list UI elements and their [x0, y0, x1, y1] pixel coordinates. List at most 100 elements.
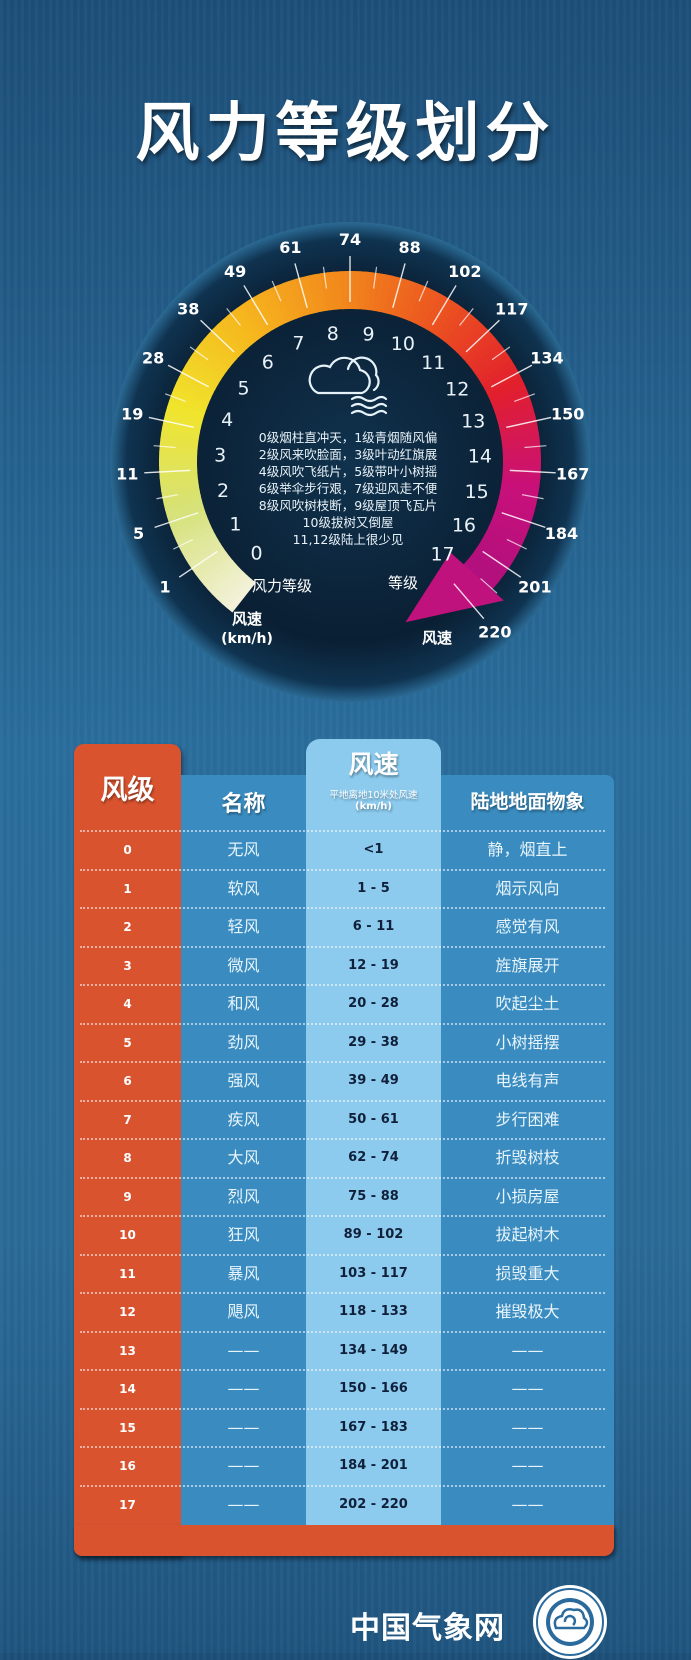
gauge-major-tick: [148, 416, 194, 429]
gauge-arc-segment: [165, 500, 204, 518]
gauge-arc-segment: [456, 324, 489, 357]
gauge-arc-segment: [184, 538, 221, 565]
gauge-arc-segment: [163, 495, 203, 511]
gauge-arc-segment: [166, 505, 206, 524]
gauge-major-tick: [453, 583, 485, 620]
phenomenon-cell: 烟示风向: [495, 878, 560, 898]
gauge-arc-segment: [160, 479, 199, 492]
level-cell: 0: [123, 843, 132, 857]
gauge-arc-segment: [173, 382, 212, 404]
gauge-level-label: 1: [229, 513, 241, 535]
gauge-speed-label-left: 风速: [232, 610, 262, 628]
gauge-speed-label: 61: [279, 238, 301, 257]
gauge-level-label: 4: [221, 409, 233, 431]
site-name: 中国气象网: [350, 1611, 505, 1646]
gauge-speed-label: 38: [177, 299, 199, 318]
table-row: 15 —— 167 - 183 ——: [74, 1409, 614, 1447]
gauge-arc-segment: [476, 354, 513, 381]
gauge-major-tick: [178, 550, 218, 578]
gauge-speed-label: 49: [224, 262, 246, 281]
gauge-arc-segment: [175, 524, 214, 548]
gauge-major-tick: [144, 469, 191, 474]
cma-logo: [533, 1585, 607, 1659]
gauge-arc-segment: [357, 271, 368, 310]
gauge-arc-segment: [500, 485, 539, 499]
gauge-arc-segment: [502, 451, 541, 461]
gauge-major-tick: [200, 319, 235, 353]
gauge-arc-segment: [207, 564, 241, 596]
gauge-arc-segment: [494, 400, 534, 420]
gauge-arc-segment: [221, 315, 253, 349]
gauge-arc-segment: [170, 515, 209, 536]
gauge-major-tick: [506, 416, 552, 429]
level-cell: 13: [119, 1343, 136, 1358]
gauge-arc-segment: [473, 348, 509, 377]
gauge-arc-segment: [491, 388, 530, 410]
gauge-arc-segment: [276, 282, 298, 321]
gauge-level-label: 12: [445, 379, 469, 401]
level-cell: 5: [123, 1035, 132, 1050]
gauge-level-label: 3: [214, 444, 226, 466]
gauge-arc-segment: [203, 560, 237, 591]
gauge-arc-segment: [163, 412, 203, 429]
row-divider: [80, 945, 605, 948]
name-cell: 微风: [227, 955, 260, 975]
table-row: 5 劲风 29 - 38 小树摇摆: [74, 1024, 614, 1062]
table-row: 11 暴风 103 - 117 损毁重大: [74, 1255, 614, 1293]
gauge-arc-segment: [253, 293, 278, 331]
gauge-arc-segment: [378, 274, 394, 313]
gauge-arc-segment: [216, 319, 249, 353]
gauge-arc-segment: [212, 567, 244, 600]
gauge-level-label-right: 等级: [388, 574, 418, 592]
gauge-major-tick: [392, 263, 406, 309]
phenomenon-cell: 电线有声: [495, 1071, 560, 1090]
gauge-speed-label: 134: [530, 348, 563, 367]
speed-cell: 103 - 117: [339, 1265, 408, 1281]
table-row: 7 疾风 50 - 61 步行困难: [74, 1101, 614, 1139]
speed-cell: 184 - 201: [339, 1458, 408, 1473]
row-divider: [80, 1099, 605, 1102]
gauge-arc-segment: [501, 432, 540, 445]
header-speed-subtitle: 平地离地10米处风速: [329, 790, 418, 801]
table-row: 16 —— 184 - 201 ——: [74, 1447, 614, 1485]
header-speed-unit: (km/h): [355, 801, 392, 812]
phenomenon-cell: ——: [511, 1379, 544, 1398]
gauge-arc-segment: [162, 489, 201, 505]
table-row: 6 强风 39 - 49 电线有声: [74, 1062, 614, 1100]
table-row: 17 —— 202 - 220 ——: [74, 1486, 614, 1524]
gauge-arc-segment: [501, 480, 540, 493]
gauge-level-label-left: 风力等级: [252, 577, 312, 595]
phenomenon-cell: 感觉有风: [495, 917, 560, 936]
gauge-arc-segment: [440, 307, 469, 343]
gauge-arc-segment: [181, 534, 219, 559]
gauge-arc-segment: [452, 319, 484, 353]
gauge-arc-segment: [466, 556, 501, 586]
gauge-level-label: 13: [461, 411, 485, 433]
speed-cell: 50 - 61: [348, 1111, 399, 1127]
table-row: 14 —— 150 - 166 ——: [74, 1370, 614, 1408]
table-row: 13 —— 134 - 149 ——: [74, 1332, 614, 1370]
gauge-arc-segment: [463, 333, 497, 365]
gauge-arc-segment: [226, 578, 256, 613]
gauge-speed-label: 28: [142, 348, 164, 367]
gauge-arc-segment: [188, 353, 224, 381]
name-cell: ——: [227, 1494, 260, 1514]
phenomenon-cell: 步行困难: [495, 1109, 560, 1129]
gauge-description-line: 0级烟柱直冲天，1级青烟随风偏: [259, 430, 437, 445]
gauge-arc-segment: [500, 426, 539, 440]
gauge-speed-label: 201: [518, 578, 551, 597]
gauge-arc-segment: [448, 315, 479, 349]
gauge-minor-tick: [521, 494, 544, 500]
gauge-arc-segment: [484, 370, 522, 395]
name-cell: ——: [227, 1379, 260, 1398]
header-phenomenon: 陆地地面物象: [470, 791, 585, 813]
table-row: 0 无风 <1 静，烟直上: [74, 831, 614, 869]
table-row: 2 轻风 6 - 11 感觉有风: [74, 908, 614, 946]
gauge-arc-segment: [481, 365, 519, 391]
gauge-arc-segment: [497, 495, 537, 512]
header-name: 名称: [221, 792, 266, 817]
phenomenon-cell: ——: [511, 1340, 544, 1360]
name-cell: 狂风: [227, 1225, 260, 1244]
table-row: 10 狂风 89 - 102 拔起树木: [74, 1216, 614, 1254]
